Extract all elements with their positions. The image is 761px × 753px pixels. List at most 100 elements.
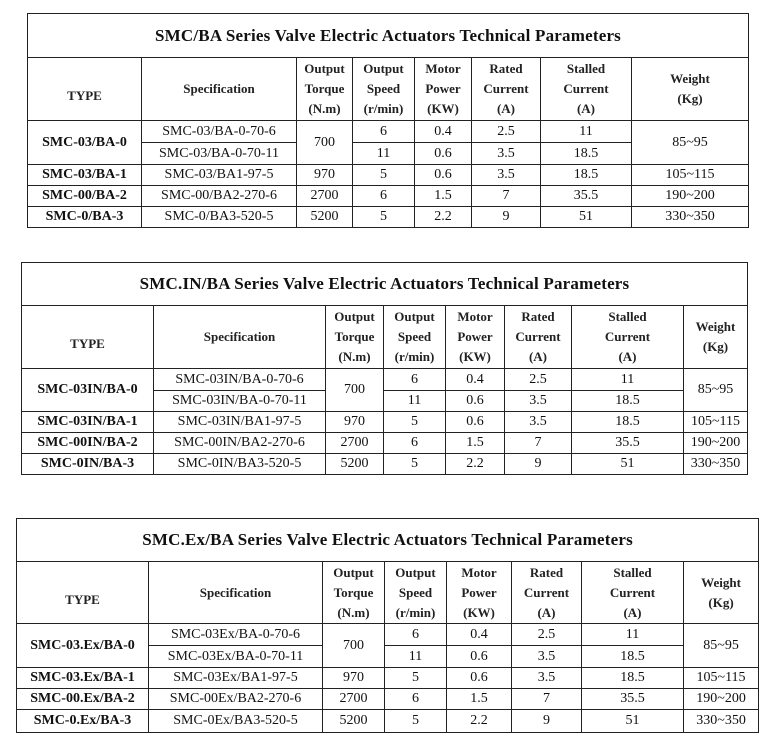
column-header-line: Motor: [425, 61, 461, 76]
weight-cell: 330~350: [630, 206, 750, 228]
power-cell: 0.6: [414, 142, 472, 165]
column-header-line: Rated: [521, 309, 555, 324]
rated-current-cell: 2.5: [504, 368, 572, 391]
column-header-line: Torque: [333, 584, 374, 600]
rated-current-cell: 3.5: [504, 390, 572, 412]
power-cell: 0.6: [446, 667, 512, 689]
specification-cell: SMC-03IN/BA-0-70-11: [153, 390, 326, 412]
column-header: Motor Power (KW): [446, 561, 512, 624]
rated-current-cell: 3.5: [511, 645, 582, 668]
type-cell: SMC-0IN/BA-3: [21, 453, 154, 475]
power-cell: 1.5: [414, 185, 472, 207]
column-header-line: (r/min): [395, 604, 436, 620]
power-cell: 0.6: [446, 645, 512, 668]
table-row: SMC-0IN/BA-3 SMC-0IN/BA3-520-5 5200 5 2.2 9 51…: [21, 453, 748, 475]
specification-cell: SMC-0/BA3-520-5: [141, 206, 297, 228]
weight-cell: 190~200: [630, 185, 750, 207]
weight-cell: 330~350: [682, 709, 760, 733]
title-row: SMC.Ex/BA Series Valve Electric Actuator…: [15, 518, 760, 562]
rated-current-cell: 9: [504, 453, 572, 475]
rated-current-cell: 9: [471, 206, 541, 228]
power-cell: 1.5: [446, 688, 512, 710]
rated-current-cell: 3.5: [511, 667, 582, 689]
type-cell: SMC-0/BA-3: [27, 206, 142, 228]
weight-cell: 85~95: [683, 368, 748, 412]
speed-cell: 5: [384, 667, 447, 689]
speed-cell: 5: [384, 709, 447, 733]
column-header-line: Specification: [203, 329, 276, 344]
table-title: SMC/BA Series Valve Electric Actuators T…: [26, 13, 750, 58]
specification-cell: SMC-00Ex/BA2-270-6: [148, 688, 323, 710]
header-row: TYPE Specification Output Torque (N.m) Output…: [21, 305, 748, 369]
power-cell: 2.2: [414, 206, 472, 228]
torque-cell: 970: [322, 667, 385, 689]
column-header-line: Output: [363, 61, 404, 76]
column-header-line: (A): [576, 101, 596, 116]
power-cell: 0.4: [446, 623, 512, 646]
column-header-line: (KW): [459, 349, 491, 364]
column-header-line: Stalled: [608, 309, 647, 324]
specification-cell: SMC-0Ex/BA3-520-5: [148, 709, 323, 733]
weight-cell: 105~115: [683, 411, 748, 433]
type-cell: SMC-03IN/BA-0: [21, 368, 154, 412]
torque-cell: 700: [296, 120, 353, 165]
rated-current-cell: 2.5: [471, 120, 541, 143]
column-header-line: Power: [425, 81, 461, 96]
column-header: TYPE: [27, 57, 142, 121]
type-cell: SMC-03/BA-0: [27, 120, 142, 165]
speed-cell: 5: [352, 164, 415, 186]
column-header-line: TYPE: [65, 591, 100, 607]
column-header: Output Torque (N.m): [322, 561, 385, 624]
stalled-current-cell: 11: [571, 368, 684, 391]
power-cell: 2.2: [445, 453, 505, 475]
column-header-line: Current: [604, 329, 651, 344]
column-header-line: Output: [304, 61, 345, 76]
column-header: Rated Current (A): [471, 57, 541, 121]
column-header-line: Rated: [489, 61, 523, 76]
specification-cell: SMC-03/BA-0-70-11: [141, 142, 297, 165]
power-cell: 0.6: [445, 390, 505, 412]
column-header: Weight (Kg): [683, 305, 748, 369]
column-header: Stalled Current (A): [540, 57, 632, 121]
column-header: TYPE: [16, 561, 149, 624]
column-header-line: Current: [609, 584, 656, 600]
column-header-line: Motor: [461, 564, 497, 580]
parameters-table: SMC.IN/BA Series Valve Electric Actuator…: [21, 262, 748, 475]
stalled-current-cell: 18.5: [571, 411, 684, 433]
column-header: Output Torque (N.m): [325, 305, 384, 369]
speed-cell: 6: [384, 623, 447, 646]
stalled-current-cell: 51: [581, 709, 684, 733]
table-row: SMC-03/BA-1 SMC-03/BA1-97-5 970 5 0.6 3.5 18.5…: [27, 164, 750, 186]
rated-current-cell: 3.5: [504, 411, 572, 433]
table-row: SMC-03IN/BA-1 SMC-03IN/BA1-97-5 970 5 0.6 3.5…: [21, 411, 748, 433]
column-header-line: (A): [623, 604, 642, 620]
weight-cell: 330~350: [683, 453, 748, 475]
power-cell: 0.4: [445, 368, 505, 391]
stalled-current-cell: 11: [581, 623, 684, 646]
table-row: SMC-00/BA-2 SMC-00/BA2-270-6 2700 6 1.5 7 35.5…: [27, 185, 750, 207]
type-cell: SMC-00/BA-2: [27, 185, 142, 207]
title-row: SMC/BA Series Valve Electric Actuators T…: [26, 13, 750, 58]
speed-cell: 6: [383, 368, 446, 391]
column-header-line: Torque: [334, 329, 375, 344]
specification-cell: SMC-03IN/BA-0-70-6: [153, 368, 326, 391]
column-header-line: (N.m): [308, 101, 341, 116]
stalled-current-cell: 35.5: [571, 432, 684, 454]
column-header-line: Weight: [701, 574, 741, 590]
column-header: Specification: [153, 305, 326, 369]
column-header-line: Stalled: [613, 564, 652, 580]
stalled-current-cell: 35.5: [581, 688, 684, 710]
speed-cell: 11: [352, 142, 415, 165]
stalled-current-cell: 11: [540, 120, 632, 143]
power-cell: 0.6: [445, 411, 505, 433]
column-header: Motor Power (KW): [445, 305, 505, 369]
stalled-current-cell: 35.5: [540, 185, 632, 207]
power-cell: 1.5: [445, 432, 505, 454]
column-header-line: Output: [394, 309, 435, 324]
column-header: Motor Power (KW): [414, 57, 472, 121]
rated-current-cell: 7: [504, 432, 572, 454]
column-header-line: TYPE: [70, 336, 105, 351]
column-header-line: (A): [618, 349, 637, 364]
rated-current-cell: 3.5: [471, 164, 541, 186]
speed-cell: 11: [384, 645, 447, 668]
